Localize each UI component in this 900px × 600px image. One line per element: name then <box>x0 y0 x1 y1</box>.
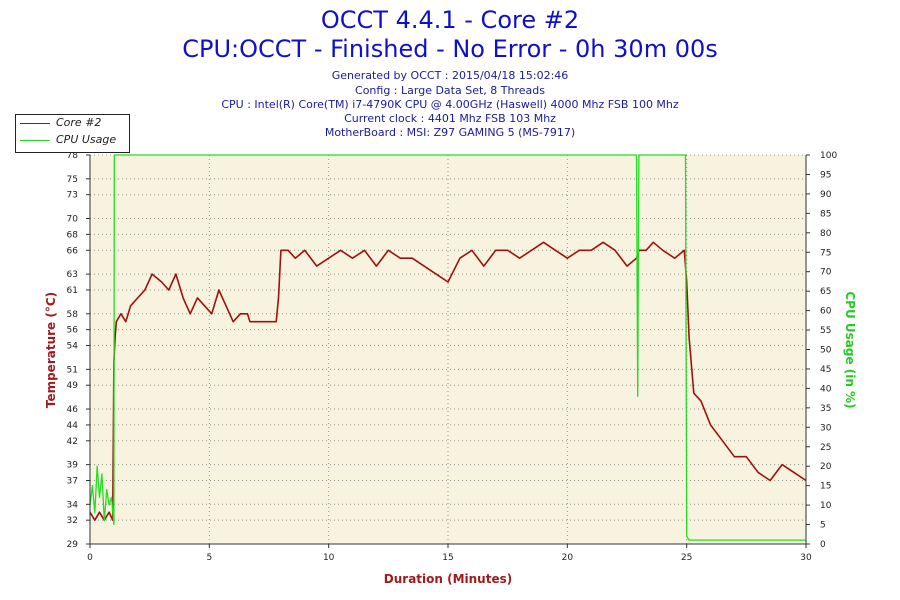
y-right-tick-label: 45 <box>820 365 831 375</box>
y-left-tick-label: 29 <box>67 540 79 550</box>
x-tick-label: 5 <box>206 553 212 563</box>
y-right-tick-label: 40 <box>820 384 832 394</box>
chart-subtitle: CPU:OCCT - Finished - No Error - 0h 30m … <box>182 35 718 63</box>
y-left-tick-label: 44 <box>67 421 79 431</box>
y-axis-right-label: CPU Usage (in %) <box>843 291 857 408</box>
y-right-tick-label: 5 <box>820 521 826 531</box>
y-axis-left-label: Temperature (°C) <box>44 292 58 408</box>
y-right-tick-label: 90 <box>820 190 832 200</box>
chart-title: OCCT 4.4.1 - Core #2 <box>320 6 580 34</box>
info-clock: Current clock : 4401 Mhz FSB 103 Mhz <box>344 112 556 125</box>
y-left-tick-label: 54 <box>67 342 79 352</box>
legend-swatch-cpu-usage <box>20 140 50 141</box>
y-left-tick-label: 34 <box>67 500 79 510</box>
series-line-core2 <box>89 241 807 522</box>
info-motherboard: MotherBoard : MSI: Z97 GAMING 5 (MS-7917… <box>324 126 576 139</box>
x-tick-label: 10 <box>323 553 335 563</box>
y-right-tick-label: 70 <box>820 268 832 278</box>
x-tick-label: 25 <box>681 553 692 563</box>
y-right-tick-label: 85 <box>820 209 831 219</box>
y-right-tick-label: 95 <box>820 170 831 180</box>
series-line-cpu-usage <box>89 154 806 541</box>
x-tick-label: 0 <box>87 553 93 563</box>
axes <box>86 154 810 548</box>
y-left-tick-label: 49 <box>67 381 79 391</box>
y-left-tick-label: 56 <box>67 326 79 336</box>
y-right-tick-label: 60 <box>820 307 832 317</box>
y-right-tick-label: 75 <box>820 248 831 258</box>
tick-labels: 29 32 34 37 39 42 44 46 49 51 54 56 58 61 63 66 68 70 73 75… <box>67 151 838 563</box>
y-left-tick-label: 37 <box>67 476 78 486</box>
info-generated: Generated by OCCT : 2015/04/18 15:02:46 <box>331 69 569 82</box>
x-tick-label: 15 <box>442 553 453 563</box>
y-left-tick-label: 39 <box>67 461 79 471</box>
legend: Core #2 CPU Usage <box>15 114 130 153</box>
y-left-tick-label: 32 <box>67 516 78 526</box>
y-left-tick-label: 63 <box>67 270 78 280</box>
y-left-tick-label: 70 <box>67 215 79 225</box>
y-left-tick-label: 58 <box>67 310 79 320</box>
x-tick-label: 20 <box>562 553 574 563</box>
info-cpu: CPU : Intel(R) Core(TM) i7-4790K CPU @ 4… <box>221 98 679 111</box>
legend-item-cpu-usage: CPU Usage <box>16 132 129 149</box>
y-right-tick-label: 20 <box>820 462 832 472</box>
y-right-tick-label: 55 <box>820 326 831 336</box>
y-left-tick-label: 42 <box>67 437 78 447</box>
y-left-tick-label: 73 <box>67 191 78 201</box>
y-left-tick-label: 46 <box>67 405 79 415</box>
series-lines <box>89 154 807 541</box>
plot-area <box>90 155 806 544</box>
legend-label-cpu-usage: CPU Usage <box>56 133 117 146</box>
y-right-tick-label: 50 <box>820 346 832 356</box>
legend-item-core2: Core #2 <box>16 115 129 132</box>
info-config: Config : Large Data Set, 8 Threads <box>355 84 545 97</box>
y-right-tick-label: 35 <box>820 404 831 414</box>
y-right-tick-label: 25 <box>820 443 831 453</box>
y-right-tick-label: 30 <box>820 423 832 433</box>
x-tick-label: 30 <box>800 553 812 563</box>
y-right-tick-label: 10 <box>820 501 832 511</box>
y-left-tick-label: 61 <box>67 286 78 296</box>
y-left-tick-label: 66 <box>67 246 79 256</box>
y-left-tick-label: 78 <box>67 151 79 161</box>
legend-swatch-core2 <box>20 123 50 124</box>
legend-label-core2: Core #2 <box>56 116 102 129</box>
x-axis-label: Duration (Minutes) <box>384 572 512 586</box>
y-right-tick-label: 80 <box>820 229 832 239</box>
y-right-tick-label: 65 <box>820 287 831 297</box>
y-right-tick-label: 15 <box>820 482 831 492</box>
y-right-tick-label: 0 <box>820 540 826 550</box>
y-right-tick-label: 100 <box>820 151 837 161</box>
y-left-tick-label: 68 <box>67 230 79 240</box>
y-left-tick-label: 75 <box>67 175 78 185</box>
y-left-tick-label: 51 <box>67 365 78 375</box>
